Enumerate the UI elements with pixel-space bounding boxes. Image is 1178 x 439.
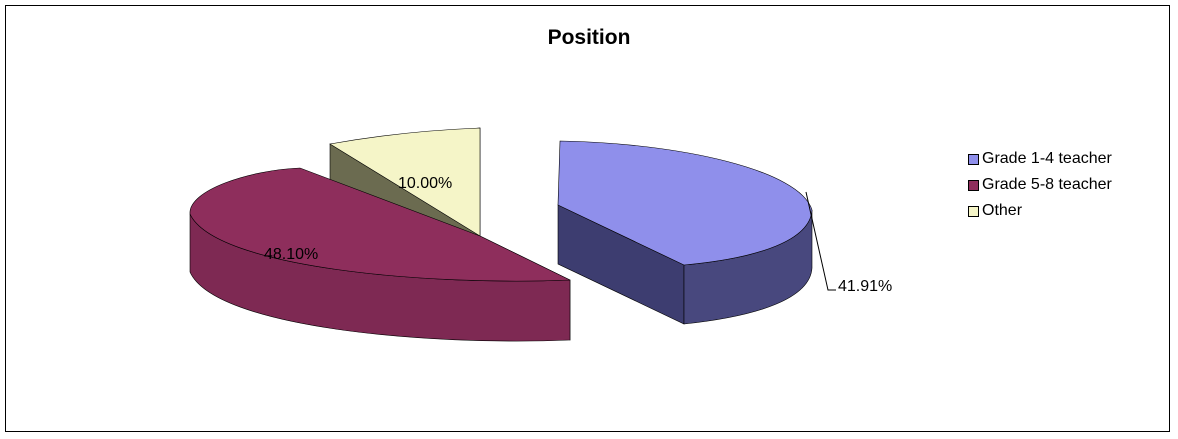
legend-item-other: Other [968, 200, 1112, 222]
legend-item-grade-1-4: Grade 1-4 teacher [968, 148, 1112, 170]
legend-item-grade-5-8: Grade 5-8 teacher [968, 174, 1112, 196]
legend-swatch-grade-5-8 [968, 179, 979, 191]
leader-line-grade-1-4 [805, 191, 836, 291]
legend-label-grade-1-4: Grade 1-4 teacher [982, 150, 1112, 167]
pie-slice-other [329, 127, 481, 237]
data-label-grade-1-4: 41.91% [838, 278, 892, 295]
legend-label-other: Other [982, 202, 1023, 219]
legend-swatch-grade-1-4 [968, 153, 979, 165]
data-label-grade-5-8: 48.10% [264, 246, 318, 263]
legend-label-grade-5-8: Grade 5-8 teacher [982, 176, 1112, 193]
chart-title: Position [547, 26, 631, 49]
legend: Grade 1-4 teacher Grade 5-8 teacher Othe… [968, 148, 1112, 226]
legend-swatch-other [968, 205, 979, 217]
pie-slice-grade-5-8 [189, 167, 571, 282]
data-label-other: 10.00% [398, 175, 452, 192]
